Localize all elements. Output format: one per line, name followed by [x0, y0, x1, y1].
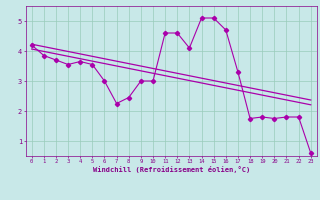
X-axis label: Windchill (Refroidissement éolien,°C): Windchill (Refroidissement éolien,°C) [92, 166, 250, 173]
